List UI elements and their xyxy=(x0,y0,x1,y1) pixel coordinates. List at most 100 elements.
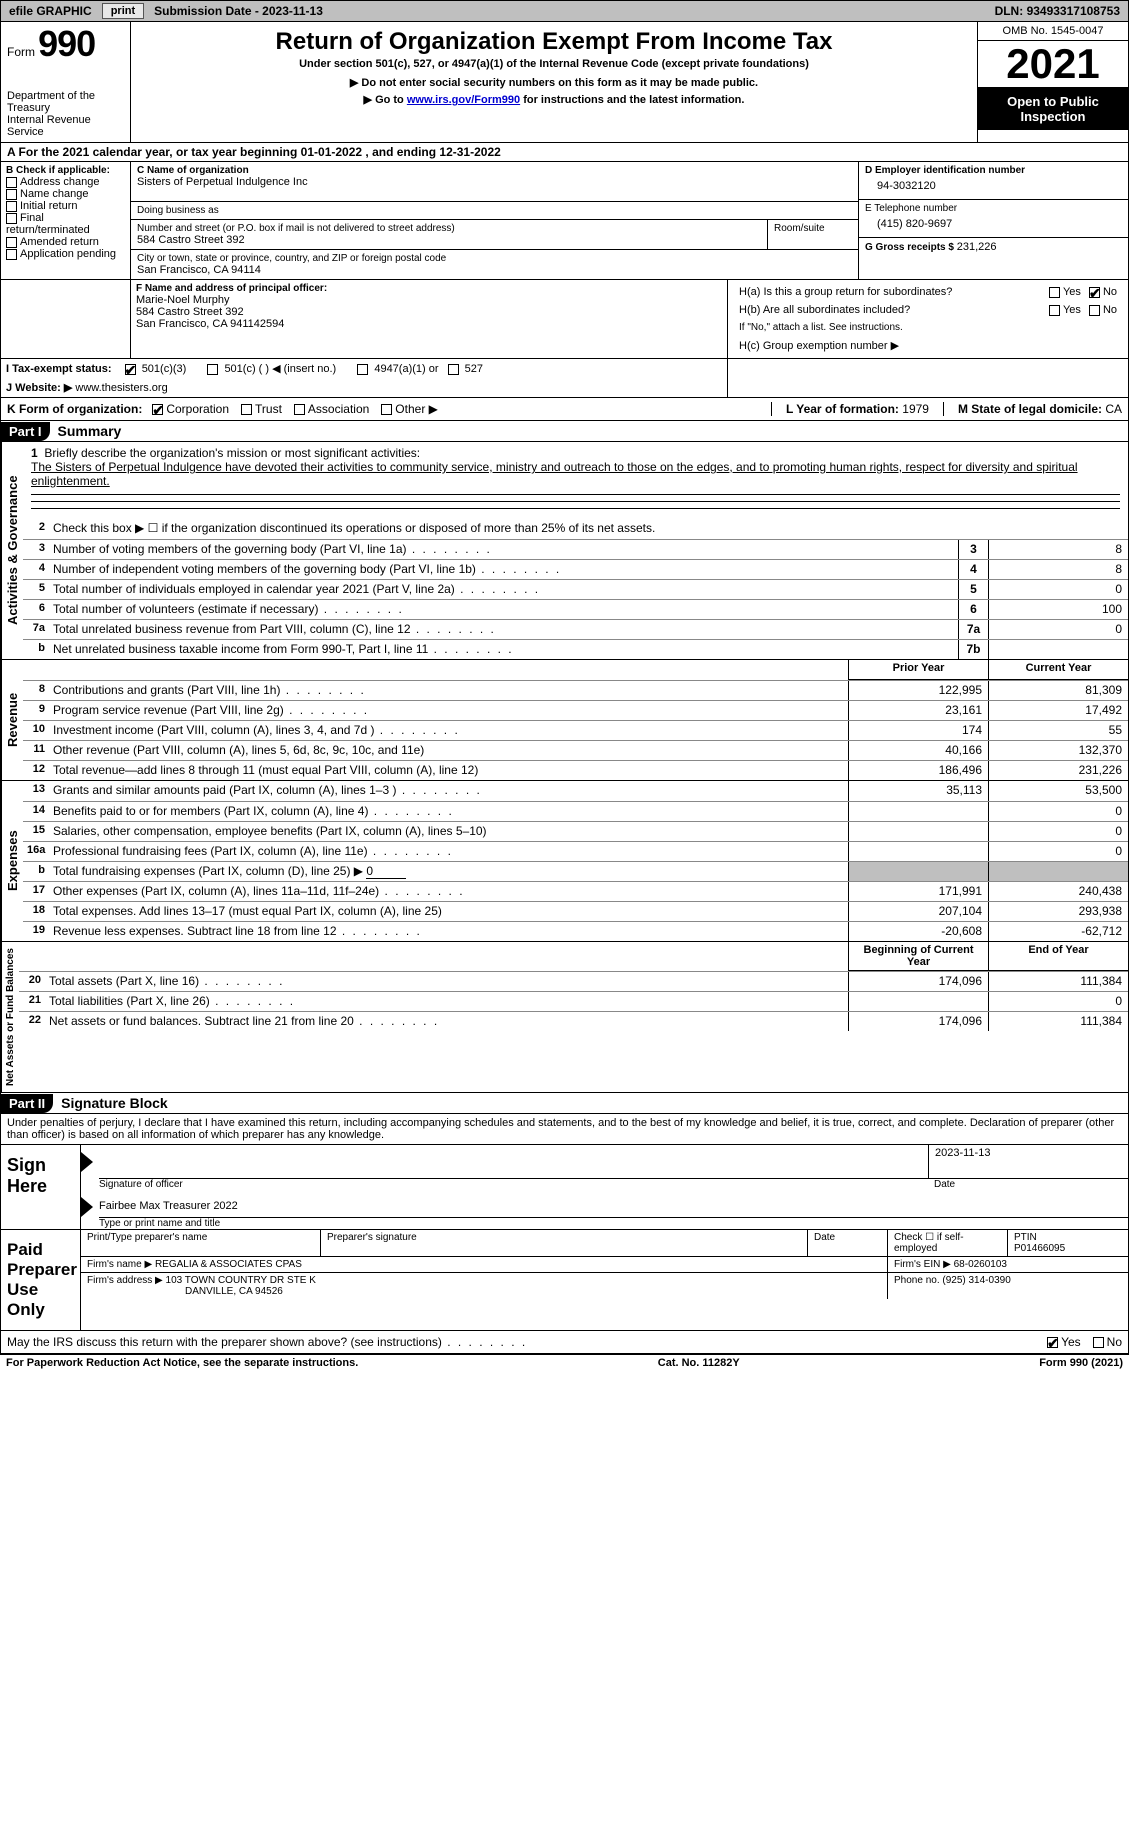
l3-box: 3 xyxy=(958,540,988,559)
ha-yes[interactable] xyxy=(1049,287,1060,298)
cb-initial-return[interactable]: Initial return xyxy=(6,200,125,212)
cb-address-change-label: Address change xyxy=(20,176,100,188)
form-word: Form xyxy=(7,45,35,59)
cb-501c3[interactable] xyxy=(125,364,136,375)
header-right: OMB No. 1545-0047 2021 Open to Public In… xyxy=(978,22,1128,142)
ein-label: D Employer identification number xyxy=(865,165,1122,176)
box-h: H(a) Is this a group return for subordin… xyxy=(728,280,1128,358)
sign-date: 2023-11-13 xyxy=(928,1145,1128,1179)
website-label: J Website: ▶ xyxy=(6,382,72,394)
cb-other[interactable] xyxy=(381,404,392,415)
l21-prior xyxy=(848,992,988,1011)
l15-curr: 0 xyxy=(988,822,1128,841)
sign-arrow-icon xyxy=(81,1152,93,1172)
sig-officer-label: Signature of officer xyxy=(99,1179,928,1190)
discuss-yes[interactable] xyxy=(1047,1337,1058,1348)
cb-assoc[interactable] xyxy=(294,404,305,415)
cb-527[interactable] xyxy=(448,364,459,375)
cb-trust[interactable] xyxy=(241,404,252,415)
officer-addr1: 584 Castro Street 392 xyxy=(136,306,722,318)
cb-amended-return-label: Amended return xyxy=(20,236,99,248)
hb-yes-label: Yes xyxy=(1063,304,1081,316)
l11-prior: 40,166 xyxy=(848,741,988,760)
gov-vlabel: Activities & Governance xyxy=(1,442,23,659)
l8-num: 8 xyxy=(23,681,49,700)
cb-corp[interactable] xyxy=(152,404,163,415)
irs-link[interactable]: www.irs.gov/Form990 xyxy=(407,94,520,106)
part2-badge: Part II xyxy=(1,1094,53,1113)
prep-line-2: Firm's name ▶ REGALIA & ASSOCIATES CPAS … xyxy=(81,1256,1128,1272)
discuss-no[interactable] xyxy=(1093,1337,1104,1348)
l16b-num: b xyxy=(23,862,49,881)
l4-desc: Number of independent voting members of … xyxy=(49,560,958,579)
l19-num: 19 xyxy=(23,922,49,941)
hb-note: If "No," attach a list. See instructions… xyxy=(733,319,1123,336)
h-b: H(b) Are all subordinates included? Yes … xyxy=(733,301,1123,319)
cb-501c[interactable] xyxy=(207,364,218,375)
form-header: Form 990 Department of the Treasury Inte… xyxy=(0,22,1129,143)
ptin-label: PTIN xyxy=(1014,1232,1122,1243)
l7b-box: 7b xyxy=(958,640,988,659)
l19-prior: -20,608 xyxy=(848,922,988,941)
line-8: 8 Contributions and grants (Part VIII, l… xyxy=(23,680,1128,700)
addr-block: Number and street (or P.O. box if mail i… xyxy=(131,220,858,250)
l6-num: 6 xyxy=(23,600,49,619)
discuss-yes-label: Yes xyxy=(1061,1335,1081,1349)
open-public: Open to Public Inspection xyxy=(978,88,1128,130)
prep-addr: Firm's address ▶ 103 TOWN COUNTRY DR STE… xyxy=(81,1273,888,1299)
sign-here-label: Sign Here xyxy=(1,1145,81,1229)
ha-no[interactable] xyxy=(1089,287,1100,298)
cb-name-change[interactable]: Name change xyxy=(6,188,125,200)
klm-row: K Form of organization: Corporation Trus… xyxy=(0,398,1129,421)
cb-application-pending-label: Application pending xyxy=(20,248,116,260)
exp-section: Expenses 13 Grants and similar amounts p… xyxy=(0,781,1129,942)
topbar: efile GRAPHIC print Submission Date - 20… xyxy=(0,0,1129,22)
submission-date: Submission Date - 2023-11-13 xyxy=(146,4,331,18)
addr-street: Number and street (or P.O. box if mail i… xyxy=(131,220,768,249)
l8-curr: 81,309 xyxy=(988,681,1128,700)
cb-address-change[interactable]: Address change xyxy=(6,176,125,188)
print-button[interactable]: print xyxy=(102,3,144,19)
prep-addr2: DANVILLE, CA 94526 xyxy=(87,1286,283,1297)
l7b-desc: Net unrelated business taxable income fr… xyxy=(49,640,958,659)
dba-label: Doing business as xyxy=(137,205,852,216)
net-hdr-desc xyxy=(45,942,848,971)
prep-firm: Firm's name ▶ REGALIA & ASSOCIATES CPAS xyxy=(81,1257,888,1272)
preparer-section: Paid Preparer Use Only Print/Type prepar… xyxy=(0,1230,1129,1331)
cb-amended-return[interactable]: Amended return xyxy=(6,236,125,248)
cb-4947[interactable] xyxy=(357,364,368,375)
prep-addr-label: Firm's address ▶ xyxy=(87,1275,166,1286)
sign-row: Sign Here 2023-11-13 Signature of office… xyxy=(1,1145,1128,1229)
line-4: 4 Number of independent voting members o… xyxy=(23,559,1128,579)
l4-box: 4 xyxy=(958,560,988,579)
l7a-num: 7a xyxy=(23,620,49,639)
cb-application-pending[interactable]: Application pending xyxy=(6,248,125,260)
officer-signature[interactable] xyxy=(99,1145,928,1179)
period-begin: 01-01-2022 xyxy=(301,145,362,159)
current-year-hdr: Current Year xyxy=(988,660,1128,680)
l16b-desc: Total fundraising expenses (Part IX, col… xyxy=(49,862,848,881)
l6-box: 6 xyxy=(958,600,988,619)
dept-treasury: Department of the Treasury xyxy=(7,90,124,114)
line-7a: 7a Total unrelated business revenue from… xyxy=(23,619,1128,639)
exp-body: 13 Grants and similar amounts paid (Part… xyxy=(23,781,1128,941)
lbl-527: 527 xyxy=(465,363,483,375)
org-name-label: C Name of organization xyxy=(137,165,852,176)
l22-desc: Net assets or fund balances. Subtract li… xyxy=(45,1012,848,1031)
l20-prior: 174,096 xyxy=(848,972,988,991)
form-title: Return of Organization Exempt From Incom… xyxy=(139,28,969,56)
cb-final-return[interactable]: Final return/terminated xyxy=(6,212,125,236)
right-ident: D Employer identification number 94-3032… xyxy=(858,162,1128,279)
city-label: City or town, state or province, country… xyxy=(137,253,852,264)
l22-num: 22 xyxy=(19,1012,45,1031)
line-5: 5 Total number of individuals employed i… xyxy=(23,579,1128,599)
box-c: C Name of organization Sisters of Perpet… xyxy=(131,162,858,279)
mission-text: The Sisters of Perpetual Indulgence have… xyxy=(31,460,1078,488)
l9-prior: 23,161 xyxy=(848,701,988,720)
l22-curr: 111,384 xyxy=(988,1012,1128,1031)
hb-no[interactable] xyxy=(1089,305,1100,316)
submission-date-value: 2023-11-13 xyxy=(262,4,323,18)
period-row: A For the 2021 calendar year, or tax yea… xyxy=(0,143,1129,162)
room-label: Room/suite xyxy=(774,223,852,234)
hb-yes[interactable] xyxy=(1049,305,1060,316)
